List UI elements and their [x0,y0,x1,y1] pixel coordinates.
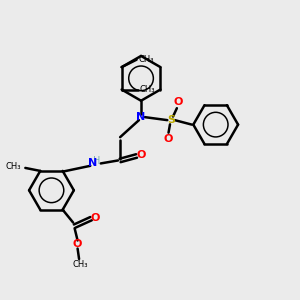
Text: CH₃: CH₃ [5,162,21,171]
Text: O: O [136,150,146,161]
Text: S: S [167,115,175,125]
Text: CH₃: CH₃ [140,85,155,94]
Text: O: O [174,97,183,107]
Text: O: O [163,134,172,144]
Text: O: O [73,239,82,249]
Text: O: O [91,213,100,223]
Text: CH₃: CH₃ [138,55,154,64]
Text: N: N [136,112,146,122]
Text: H: H [94,156,101,166]
Text: N: N [88,158,97,168]
Text: CH₃: CH₃ [72,260,88,268]
